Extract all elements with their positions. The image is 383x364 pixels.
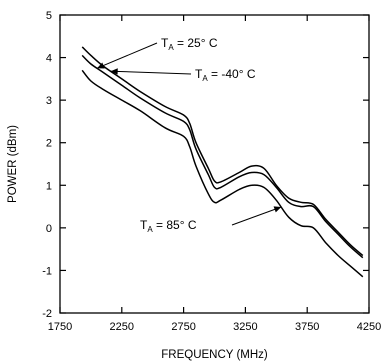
annotation-bg-t85 — [138, 217, 199, 235]
series-line-0 — [81, 46, 364, 257]
annotation-arrow-tm40 — [110, 68, 118, 75]
annotation-arrow-t25 — [97, 62, 105, 69]
x-tick-label: 2750 — [171, 321, 195, 333]
annotation-label-tm40: TA = -40° C — [195, 67, 256, 83]
y-tick-label: 2 — [46, 138, 52, 150]
x-axis-ticks: 1750 2250 2750 3250 3750 4250 — [48, 15, 381, 333]
series-line-2 — [81, 69, 364, 278]
y-axis-title: POWER (dBm) — [7, 125, 19, 203]
series-line-1 — [81, 54, 364, 259]
annotation-leader-t25 — [96, 42, 158, 69]
x-tick-label: 2250 — [110, 321, 134, 333]
x-tick-label: 1750 — [48, 321, 72, 333]
annotation-leader-tm40 — [110, 70, 192, 75]
plot-frame — [59, 14, 370, 314]
x-axis-title: FREQUENCY (MHz) — [161, 349, 268, 361]
y-tick-label: 1 — [46, 180, 52, 192]
annotation-bg-tm40 — [193, 66, 258, 84]
y-tick-label: -1 — [42, 265, 52, 277]
y-tick-label: -2 — [42, 308, 52, 320]
y-tick-label: 5 — [46, 10, 52, 22]
annotation-label-t25: TA = 25° C — [161, 36, 218, 52]
annotation-arrow-t85 — [273, 206, 282, 213]
x-tick-label: 4250 — [357, 321, 381, 333]
y-axis-ticks: -2 -1 0 1 2 3 4 5 — [42, 10, 369, 320]
x-tick-label: 3750 — [295, 321, 319, 333]
series-lines — [81, 46, 364, 278]
y-tick-label: 4 — [46, 53, 52, 65]
x-tick-label: 3250 — [233, 321, 257, 333]
plot-border — [59, 14, 370, 314]
y-tick-label: 3 — [46, 95, 52, 107]
series-annotations: TA = 25° C TA = -40° C TA = 85° C — [96, 35, 282, 235]
annotation-leader-t85 — [231, 206, 282, 226]
annotation-label-t85: TA = 85° C — [140, 218, 197, 234]
y-tick-label: 0 — [46, 223, 52, 235]
annotation-bg-t25 — [159, 35, 220, 53]
